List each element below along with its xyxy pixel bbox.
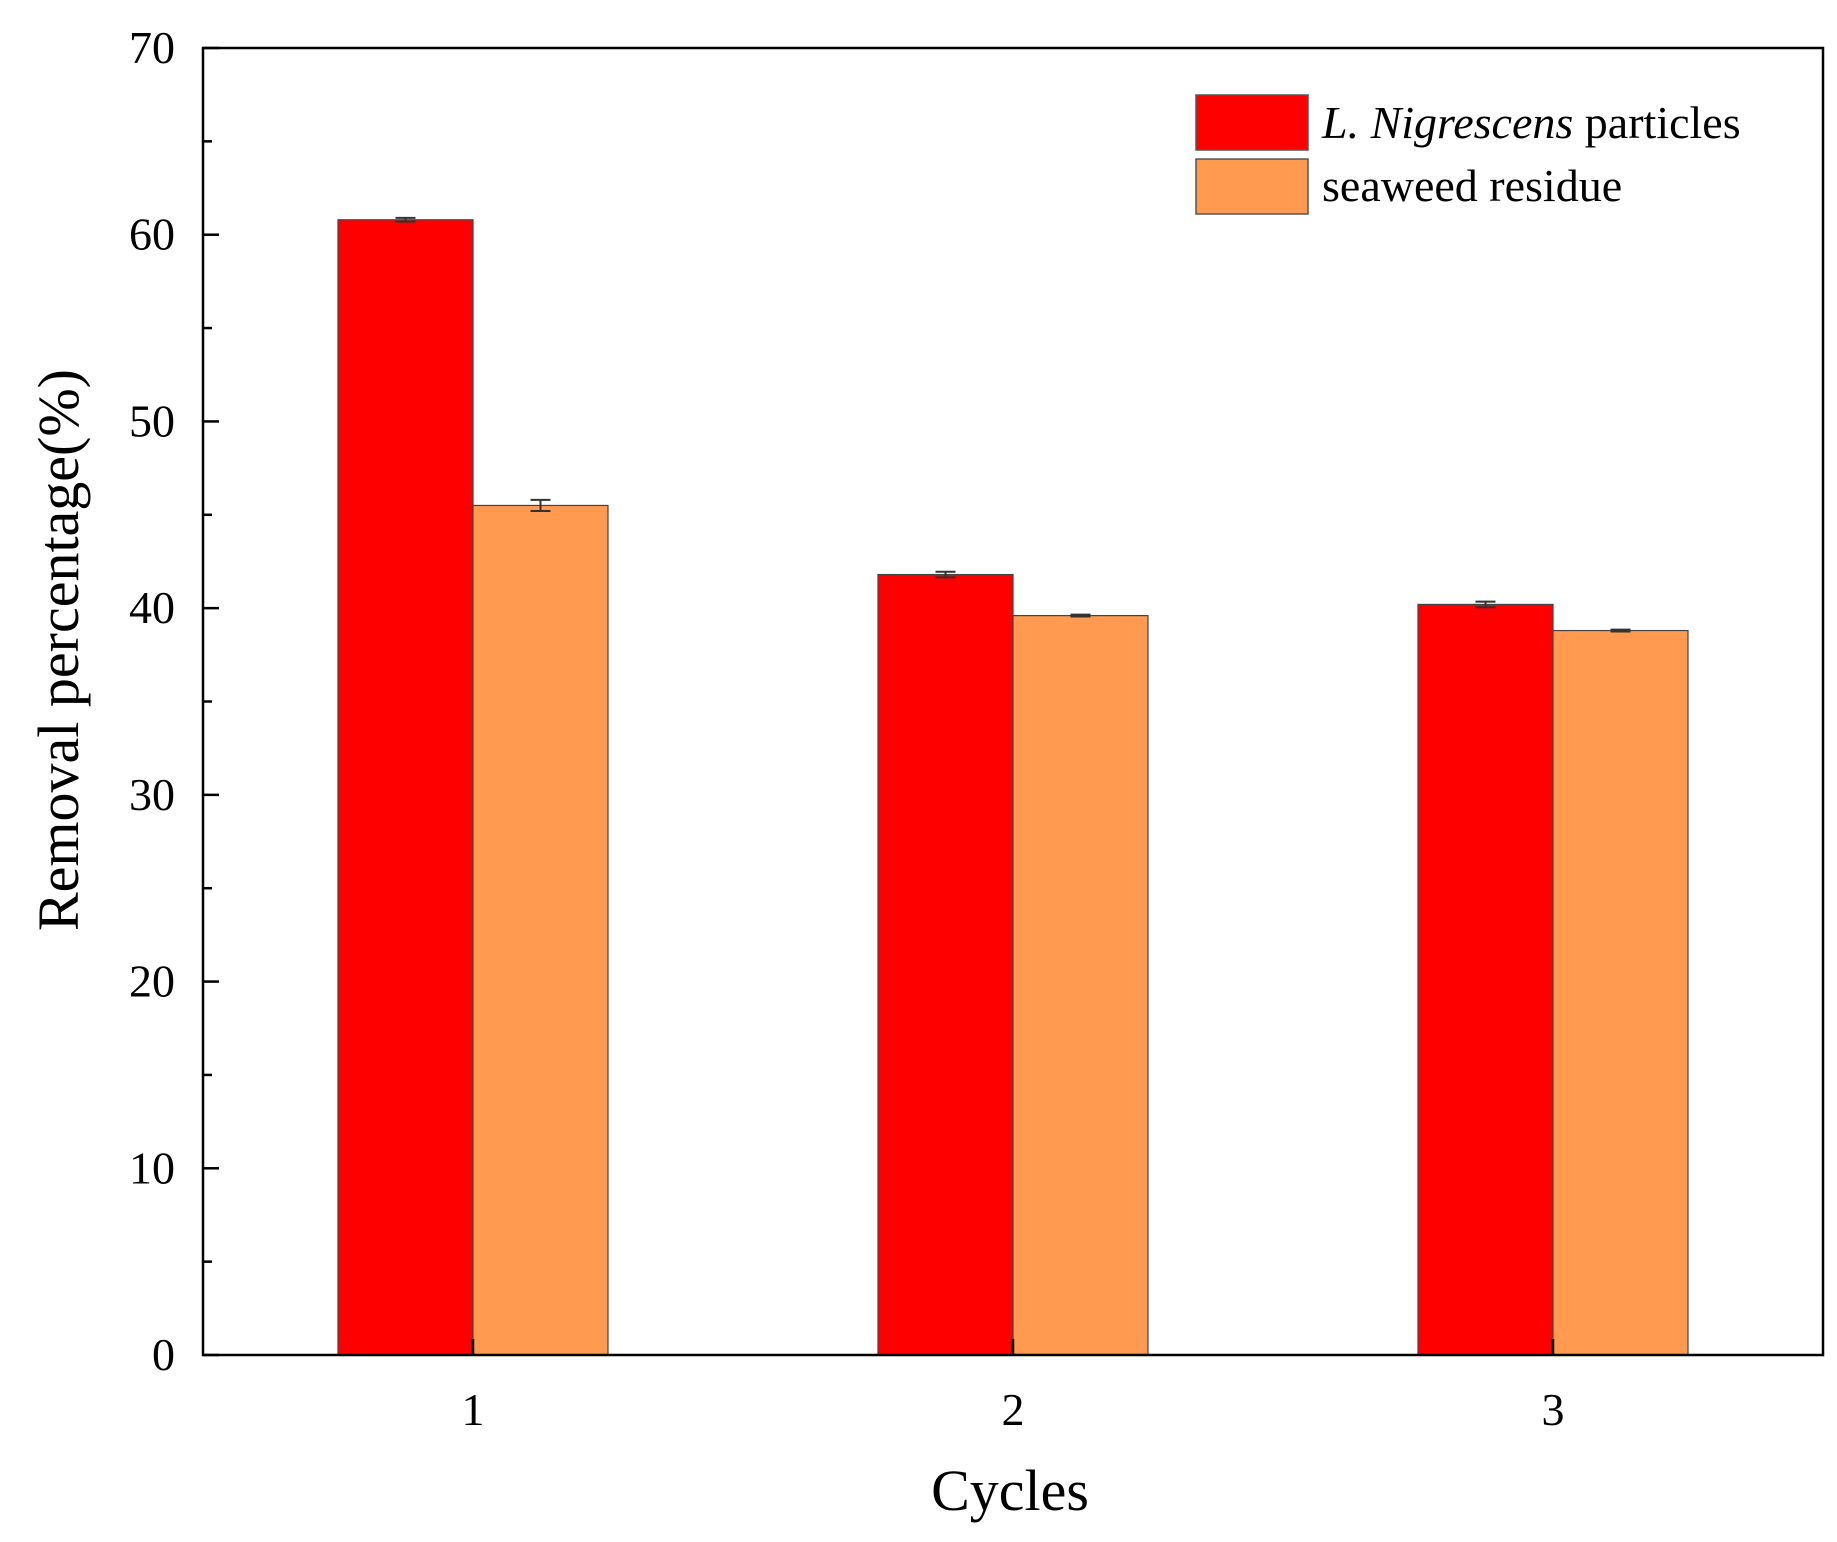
y-tick-label: 50 (129, 395, 175, 446)
legend-swatch-l-nigrescens (1195, 94, 1309, 151)
error-bar-series1-cycle-1 (395, 216, 416, 223)
y-tick-label: 70 (129, 22, 175, 73)
x-axis-title: Cycles (931, 1458, 1089, 1523)
axes-layer (201, 46, 1825, 1357)
bars-layer (337, 216, 1689, 1356)
bar-series2-cycle-1 (472, 504, 609, 1356)
bar-series1-cycle-3 (1417, 603, 1554, 1356)
x-tick-label: 1 (462, 1384, 485, 1435)
error-bar-series1-cycle-2 (935, 570, 956, 579)
legend-label-rest-part: particles (1573, 97, 1740, 148)
legend-label-seaweed-residue: seaweed residue (1322, 160, 1622, 211)
bar-series1-cycle-1 (337, 219, 474, 1356)
y-tick-label: 10 (129, 1142, 175, 1193)
error-bar-series2-cycle-1 (530, 498, 551, 513)
error-bar-series2-cycle-3 (1610, 628, 1631, 633)
x-tick-label: 2 (1002, 1384, 1025, 1435)
x-tick-label: 3 (1542, 1384, 1565, 1435)
y-tick-label: 0 (152, 1329, 175, 1380)
bar-series2-cycle-2 (1012, 615, 1149, 1356)
bar-series2-cycle-3 (1552, 629, 1689, 1356)
legend-label-italic-part: L. Nigrescens (1321, 97, 1573, 148)
error-bar-series2-cycle-2 (1070, 613, 1091, 618)
y-tick-label: 20 (129, 956, 175, 1007)
y-tick-label: 40 (129, 582, 175, 633)
y-tick-label: 60 (129, 209, 175, 260)
legend-swatch-seaweed-residue (1195, 158, 1309, 215)
y-axis-title: Removal percentage(%) (26, 369, 91, 931)
y-tick-label: 30 (129, 769, 175, 820)
bar-series1-cycle-2 (877, 573, 1014, 1356)
legend: L. Nigrescens particles seaweed residue (1195, 94, 1741, 215)
error-bar-series1-cycle-3 (1475, 600, 1496, 609)
legend-label-l-nigrescens: L. Nigrescens particles (1321, 97, 1741, 148)
labels-layer: 0 10 20 30 40 50 60 70 1 2 3 (129, 22, 1565, 1435)
